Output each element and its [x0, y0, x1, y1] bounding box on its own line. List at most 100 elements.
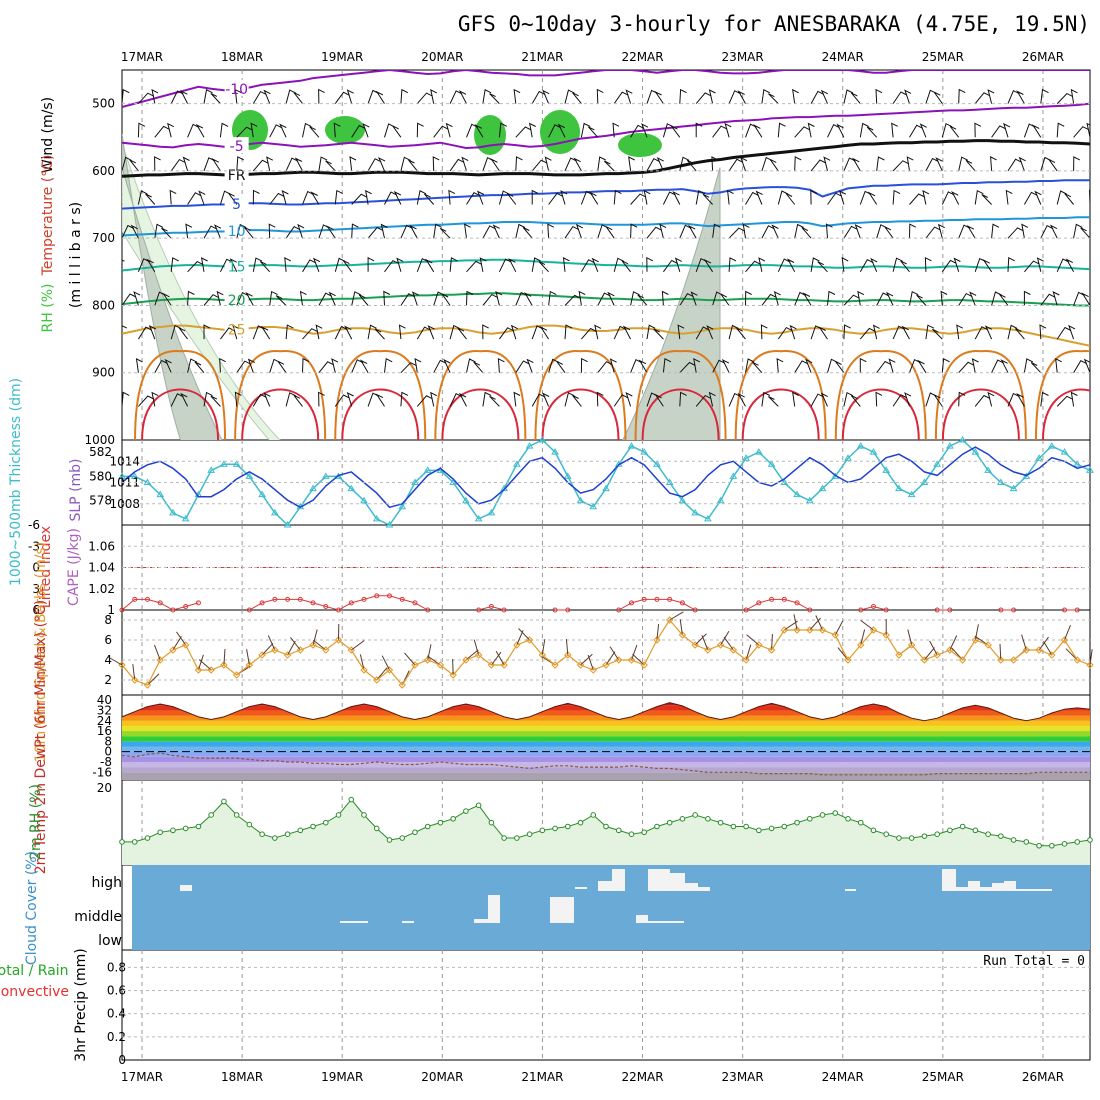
- wind-barb: [219, 122, 229, 138]
- wind-barb: [424, 193, 435, 205]
- wind-barb: [875, 88, 883, 104]
- wind-barb: [843, 294, 860, 306]
- temperature-contour-label: -5: [230, 139, 244, 155]
- wind-speed-marker: [767, 646, 776, 654]
- wind-barb: [367, 226, 384, 239]
- wind-barb: [351, 223, 359, 239]
- wind-barb: [941, 358, 950, 373]
- wind-barb: [1036, 257, 1044, 272]
- surface-wind-barb: [565, 639, 569, 656]
- thickness-marker: [398, 502, 407, 510]
- wind-barb: [400, 391, 409, 407]
- wind-barb: [573, 157, 582, 172]
- wind-speed-marker: [627, 656, 636, 664]
- rh2m-marker: [1061, 841, 1068, 847]
- rh2m-marker: [1023, 839, 1030, 845]
- wind-barb: [489, 93, 500, 104]
- wind-barb: [876, 292, 890, 306]
- wind-barb: [556, 360, 566, 373]
- wind-barb: [1023, 191, 1038, 205]
- top-day-label: 23MAR: [722, 50, 764, 64]
- wind-barb: [164, 358, 172, 373]
- wind-barb: [318, 88, 325, 104]
- wind-barb: [151, 391, 159, 407]
- wind-barb: [482, 293, 499, 306]
- wind-barb: [194, 361, 205, 374]
- wind-barb: [875, 391, 883, 407]
- wind-barb: [876, 360, 892, 373]
- thickness-marker: [984, 466, 992, 473]
- wind-barb: [531, 257, 541, 272]
- thickness-marker: [1047, 442, 1056, 449]
- wind-barb: [745, 290, 752, 306]
- wind-barb: [523, 292, 533, 306]
- wind-barb: [827, 358, 838, 373]
- wind-barb: [167, 122, 175, 138]
- rh2m-marker: [832, 810, 839, 816]
- thickness-marker: [729, 472, 738, 479]
- temperature-contour: [122, 139, 1090, 178]
- wind-speed-marker: [1086, 661, 1094, 669]
- wind-barb: [236, 126, 253, 138]
- temperature-contour-30: [634, 349, 727, 440]
- wind-barb: [827, 124, 840, 138]
- wind-barb: [662, 123, 674, 138]
- wind-barb: [958, 391, 966, 407]
- wind-barb: [384, 259, 400, 273]
- rh2m-marker: [972, 827, 979, 834]
- rh2m-marker: [1036, 842, 1042, 849]
- wind-barb: [384, 358, 393, 373]
- wind-barb: [1080, 227, 1090, 239]
- wind-barb: [810, 90, 825, 104]
- temperature-band: [122, 751, 1090, 757]
- wind-barb: [613, 91, 629, 104]
- wind-barb: [539, 326, 550, 340]
- panel-frame: [121, 949, 1091, 1061]
- wind-barb: [398, 324, 406, 340]
- panels-layer: 17MAR 17MAR 18MAR 18MAR 19MAR 19MAR 20MAR 20MAR…: [0, 50, 1094, 1084]
- wind-speed-marker: [984, 641, 992, 649]
- wind-barb: [740, 156, 748, 172]
- thickness-marker: [169, 508, 177, 516]
- wind-barb: [252, 393, 267, 407]
- wind-speed-marker: [232, 671, 241, 679]
- wind-barb: [777, 190, 789, 205]
- wind-barb: [334, 189, 344, 205]
- wind-barb: [203, 324, 211, 340]
- wind-barb: [560, 190, 568, 205]
- wind-speed-marker: [373, 676, 381, 684]
- temperature-band: [122, 772, 1090, 780]
- wind-barb: [922, 189, 930, 205]
- pressure-tick-label: 600: [92, 164, 115, 178]
- top-day-label: 18MAR: [221, 50, 263, 64]
- wind-barb: [122, 325, 128, 340]
- wind-barb: [1073, 223, 1083, 239]
- wind-barb: [515, 126, 532, 138]
- wind-barb: [427, 325, 435, 340]
- wind-barb: [941, 259, 957, 273]
- wind-barb: [334, 257, 346, 272]
- temperature-band: [122, 761, 1090, 768]
- lifted-index-marker: [616, 607, 622, 613]
- top-day-label: 25MAR: [922, 50, 964, 64]
- wind-barb: [1089, 170, 1090, 171]
- wind-barb: [761, 89, 771, 104]
- wind-speed-marker: [551, 661, 559, 669]
- lifted-index-marker: [170, 607, 176, 613]
- wind-barb: [974, 326, 989, 340]
- wind-barb: [497, 357, 505, 373]
- wind-barb: [876, 156, 885, 171]
- wind-barb: [457, 327, 467, 340]
- wind-barb: [515, 223, 526, 239]
- wind-barb: [768, 93, 779, 104]
- thickness-marker: [933, 460, 942, 467]
- wind-barb: [129, 159, 139, 172]
- wind-barb: [293, 92, 303, 104]
- contour-label-bg: [224, 137, 249, 154]
- wind-barb: [1049, 224, 1058, 239]
- wind-barb: [904, 392, 912, 407]
- wind-barb: [216, 290, 224, 306]
- rh2m-marker: [1074, 839, 1081, 845]
- wind-barb: [785, 193, 796, 205]
- wind-barb: [476, 190, 485, 205]
